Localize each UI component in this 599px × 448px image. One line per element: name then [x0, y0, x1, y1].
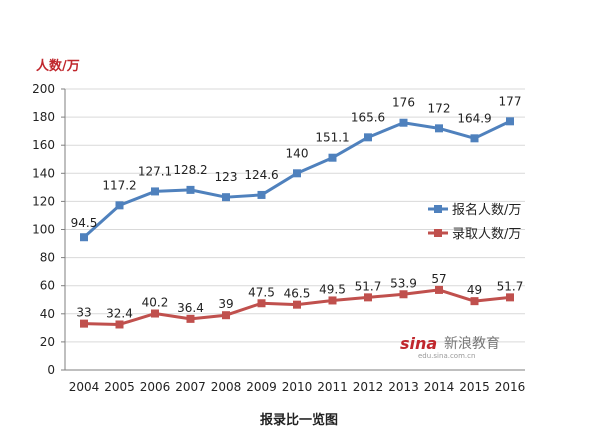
x-tick-label: 2015	[459, 380, 490, 394]
data-label: 33	[76, 306, 91, 320]
data-point	[293, 300, 301, 309]
y-tick-label: 80	[40, 251, 55, 265]
data-point	[186, 185, 195, 194]
data-point	[151, 187, 159, 196]
y-tick-label: 200	[32, 82, 55, 96]
data-point	[115, 320, 124, 329]
data-label: 172	[428, 101, 451, 115]
x-tick-label: 2016	[495, 380, 526, 394]
legend-swatch-marker	[434, 229, 442, 237]
sina-watermark: sina 新浪教育 edu.sina.com.cn	[400, 334, 500, 360]
legend-label: 录取人数/万	[452, 227, 521, 242]
data-point	[399, 290, 408, 299]
x-tick-label: 2006	[140, 380, 171, 394]
data-point	[506, 117, 514, 126]
data-point	[364, 293, 372, 302]
data-label: 47.5	[248, 285, 275, 299]
y-tick-label: 180	[32, 110, 55, 124]
data-point	[222, 311, 230, 320]
data-label: 127.1	[138, 164, 172, 178]
data-label: 32.4	[106, 306, 133, 320]
data-label: 94.5	[71, 216, 98, 230]
data-point	[115, 201, 124, 210]
x-tick-label: 2007	[175, 380, 206, 394]
legend-item: 录取人数/万	[428, 227, 521, 242]
data-point	[506, 293, 514, 302]
legend-item: 报名人数/万	[428, 202, 521, 218]
x-tick-label: 2012	[353, 380, 384, 394]
data-point	[435, 124, 443, 133]
data-point	[328, 153, 337, 162]
data-label: 49	[467, 283, 482, 297]
data-label: 40.2	[142, 296, 169, 310]
data-point	[399, 118, 408, 127]
sina-url-text: edu.sina.com.cn	[418, 352, 475, 360]
data-label: 128.2	[173, 163, 207, 177]
data-label: 51.7	[355, 279, 382, 293]
y-tick-label: 140	[32, 166, 55, 180]
data-label: 39	[218, 297, 233, 311]
x-tick-label: 2004	[69, 380, 100, 394]
x-tick-label: 2011	[317, 380, 348, 394]
data-point	[364, 133, 372, 142]
data-point	[80, 233, 88, 242]
data-point	[293, 169, 301, 178]
x-tick-label: 2005	[104, 380, 135, 394]
data-point	[328, 296, 337, 305]
x-tick-label: 2010	[282, 380, 313, 394]
data-point	[80, 319, 88, 328]
data-point	[186, 314, 195, 323]
x-tick-label: 2008	[211, 380, 242, 394]
data-label: 123	[215, 170, 238, 184]
y-tick-labels: 0 20 40 60 80 100 120 140 160 180 200	[32, 82, 55, 377]
y-tick-label: 120	[32, 194, 55, 208]
data-label: 176	[392, 96, 415, 110]
data-point	[257, 299, 266, 308]
data-point	[151, 309, 159, 318]
x-tick-label: 2014	[424, 380, 455, 394]
gridlines	[65, 88, 525, 343]
data-point	[435, 285, 443, 294]
legend-label: 报名人数/万	[452, 202, 521, 218]
y-axis-unit-label: 人数/万	[36, 58, 80, 74]
data-label: 164.9	[457, 111, 491, 125]
data-label: 177	[499, 94, 522, 108]
data-label: 49.5	[319, 282, 346, 296]
data-label: 117.2	[102, 178, 136, 192]
x-tick-label: 2013	[388, 380, 419, 394]
chart-caption: 报录比一览图	[260, 412, 338, 428]
y-tick-label: 20	[40, 335, 55, 349]
data-label: 165.6	[351, 110, 385, 124]
y-tick-label: 40	[40, 307, 55, 321]
sina-brand-text: 新浪教育	[444, 336, 500, 352]
data-label: 36.4	[177, 301, 204, 315]
x-tick-label: 2009	[246, 380, 277, 394]
data-point	[222, 193, 230, 202]
y-tick-label: 0	[47, 363, 55, 377]
y-tick-label: 160	[32, 138, 55, 152]
x-tick-labels: 2004 2005 2006 2007 2008 2009 2010 2011 2012 2013…	[69, 380, 526, 394]
data-label: 57	[431, 272, 446, 286]
data-label: 140	[286, 146, 309, 160]
series-1-line	[82, 119, 511, 239]
data-label: 124.6	[244, 168, 278, 182]
data-label: 51.7	[497, 279, 524, 293]
data-label: 46.5	[284, 287, 311, 301]
data-point	[470, 297, 479, 306]
data-point	[257, 190, 266, 199]
y-tick-label: 60	[40, 279, 55, 293]
data-label: 151.1	[315, 131, 349, 145]
data-point	[470, 134, 479, 143]
sina-logo: sina	[400, 334, 437, 353]
data-label: 53.9	[390, 276, 417, 290]
axes	[61, 88, 525, 371]
y-tick-label: 100	[32, 223, 55, 237]
series-2: 33 32.4 40.2 36.4 39 47.5 46.5 49.5 51.7 53.9 57 49…	[76, 272, 523, 329]
legend-swatch-marker	[434, 205, 442, 213]
